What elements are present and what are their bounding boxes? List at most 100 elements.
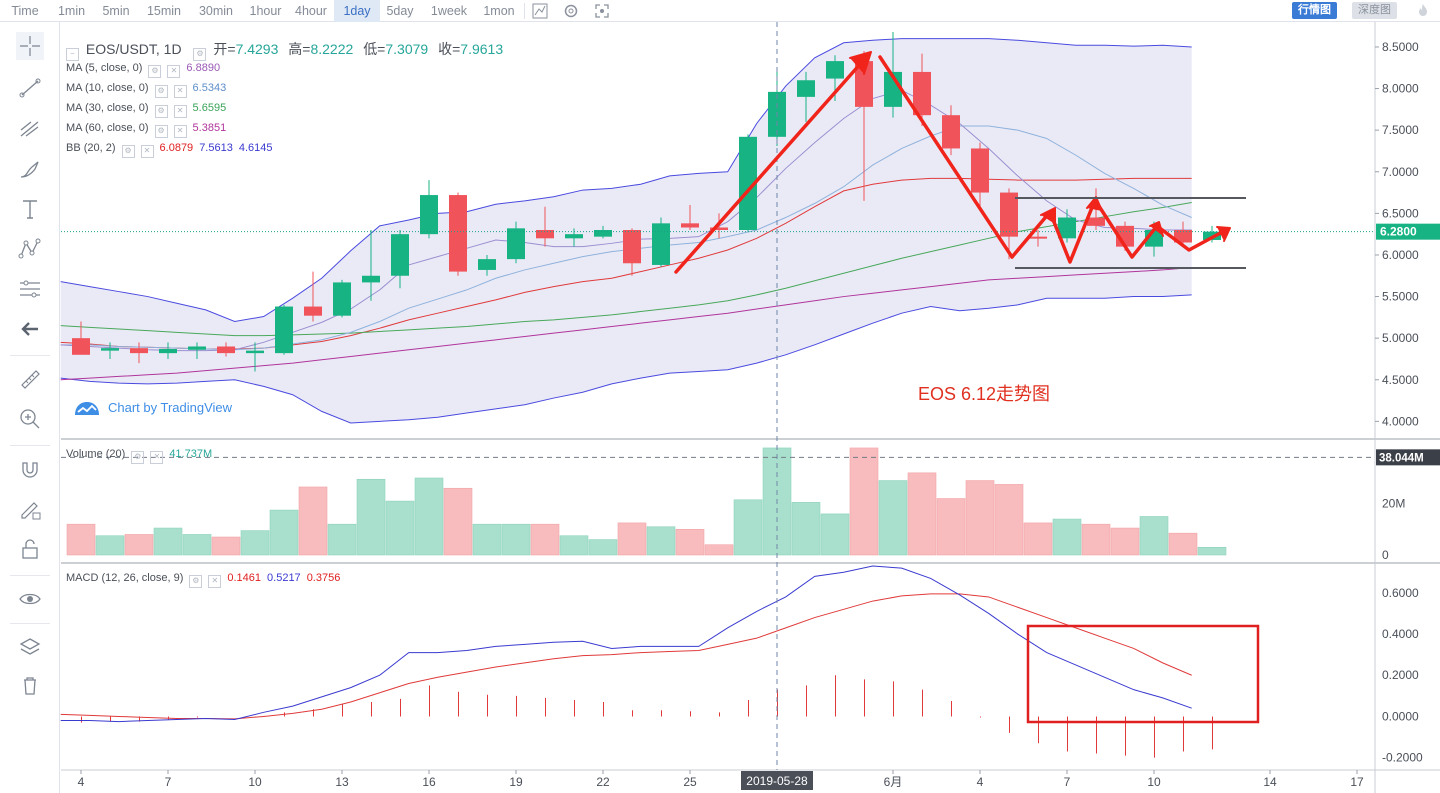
settings-icon[interactable]: ⚙ [131, 451, 145, 464]
timeframe-1mon[interactable]: 1mon [483, 4, 515, 18]
high-value: 8.2222 [310, 41, 354, 57]
remove-icon[interactable]: ✕ [167, 65, 181, 78]
open-label: 开= [213, 41, 236, 57]
candle-body [913, 71, 931, 116]
volume-bar [269, 509, 299, 556]
ma-legend-value: 6.5343 [192, 82, 227, 94]
macd-signal-line [60, 593, 1192, 720]
volume-bar [95, 535, 125, 556]
remove-icon[interactable]: ✕ [173, 105, 187, 118]
kline-view-button[interactable]: 行情图 [1292, 2, 1337, 19]
unlock-icon[interactable] [16, 535, 44, 563]
timeframe-Time[interactable]: Time [11, 4, 39, 18]
timeframe-15min[interactable]: 15min [146, 4, 182, 18]
candle-body [1000, 192, 1018, 237]
volume-bar [443, 487, 473, 556]
candle-body [478, 259, 496, 270]
zoom-in-icon[interactable] [16, 405, 44, 433]
timeframe-30min[interactable]: 30min [198, 4, 234, 18]
volume-tick-label: 0 [1382, 548, 1389, 562]
toolbar-divider [524, 3, 525, 19]
back-arrow-icon[interactable] [16, 315, 44, 343]
candle-body [1087, 217, 1105, 226]
volume-legend: Volume (20) ⚙ ✕ 41.737M [66, 448, 218, 464]
settings-icon[interactable]: ⚙ [154, 125, 168, 138]
chart-type-icon[interactable] [531, 2, 549, 20]
candle-body [130, 348, 148, 354]
candle-body [971, 148, 989, 193]
brush-icon[interactable] [16, 155, 44, 183]
macd-legend: MACD (12, 26, close, 9) ⚙ ✕ 0.1461 0.5217 0.3… [66, 572, 346, 588]
candle-body [507, 228, 525, 260]
settings-icon[interactable]: ⚙ [189, 575, 203, 588]
remove-icon[interactable]: ✕ [208, 575, 222, 588]
volume-bar [182, 534, 212, 556]
macd-tick-label: 0.4000 [1382, 627, 1419, 641]
text-tool-icon[interactable] [16, 195, 44, 223]
candle-body [623, 230, 641, 264]
remove-icon[interactable]: ✕ [140, 145, 154, 158]
volume-bar [791, 502, 821, 556]
remove-icon[interactable]: ✕ [150, 451, 164, 464]
settings-icon[interactable]: ⚙ [154, 85, 168, 98]
collapse-icon[interactable]: − [66, 48, 79, 61]
lock-drawing-icon[interactable] [16, 495, 44, 523]
trash-icon[interactable] [16, 671, 44, 699]
volume-bar [327, 523, 357, 556]
eye-icon[interactable] [16, 585, 44, 613]
timeframe-5min[interactable]: 5min [102, 4, 130, 18]
settings-gear-icon[interactable] [562, 2, 580, 20]
volume-legend-name: Volume (20) [66, 448, 126, 460]
candle-body [246, 350, 264, 354]
bb-legend-value: 4.6145 [238, 142, 273, 154]
candle-body [333, 282, 351, 316]
price-tick-label: 4.5000 [1382, 373, 1419, 387]
macd-tick-label: 0.2000 [1382, 668, 1419, 682]
volume-bar [704, 544, 734, 556]
close-value: 7.9613 [460, 41, 504, 57]
crosshair-icon[interactable] [16, 32, 44, 60]
tradingview-watermark[interactable]: Chart by TradingView [74, 398, 232, 416]
settings-icon[interactable]: ⚙ [154, 105, 168, 118]
fullscreen-icon[interactable] [593, 2, 611, 20]
remove-icon[interactable]: ✕ [173, 85, 187, 98]
ma-legend: MA (10, close, 0) ⚙ ✕ 6.5343 [66, 82, 232, 98]
ma-legend-value: 6.8890 [186, 62, 221, 74]
pattern-icon[interactable] [16, 235, 44, 263]
macd-highlight-box [1026, 624, 1260, 724]
settings-icon[interactable]: ⚙ [148, 65, 162, 78]
ruler-icon[interactable] [16, 365, 44, 393]
settings-icon[interactable]: ⚙ [121, 145, 135, 158]
drawing-toolbar [0, 22, 60, 793]
crosshair-date-label: 2019-05-28 [746, 774, 808, 788]
timeframe-5day[interactable]: 5day [386, 4, 414, 18]
timeframe-4hour[interactable]: 4hour [295, 4, 327, 18]
toolbar-divider [10, 445, 50, 446]
ma-legend: MA (30, close, 0) ⚙ ✕ 5.6595 [66, 102, 232, 118]
candle-body [304, 306, 322, 316]
timeframe-1min[interactable]: 1min [57, 4, 86, 18]
candle-body [188, 346, 206, 350]
settings-icon[interactable]: ⚙ [193, 48, 207, 61]
time-tick-label: 14 [1263, 775, 1277, 789]
depth-view-button[interactable]: 深度图 [1352, 2, 1397, 19]
trend-line-icon[interactable] [16, 74, 44, 102]
candle-body [565, 234, 583, 239]
magnet-icon[interactable] [16, 455, 44, 483]
symbol-pair: EOS/USDT, 1D [85, 41, 182, 57]
layers-icon[interactable] [16, 633, 44, 661]
time-tick-label: 16 [422, 775, 436, 789]
candle-body [1058, 217, 1076, 239]
bb-legend: BB (20, 2) ⚙ ✕ 6.0879 7.5613 4.6145 [66, 142, 279, 158]
timeframe-1week[interactable]: 1week [430, 4, 468, 18]
volume-bar [1110, 527, 1140, 556]
pitchfork-icon[interactable] [16, 114, 44, 142]
ma-legend-name: MA (30, close, 0) [66, 102, 149, 114]
prediction-icon[interactable] [16, 275, 44, 303]
remove-icon[interactable]: ✕ [173, 125, 187, 138]
price-tick-label: 7.0000 [1382, 165, 1419, 179]
ma-legend-name: MA (60, close, 0) [66, 122, 149, 134]
timeframe-1hour[interactable]: 1hour [249, 4, 282, 18]
timeframe-1day[interactable]: 1day [334, 0, 380, 22]
